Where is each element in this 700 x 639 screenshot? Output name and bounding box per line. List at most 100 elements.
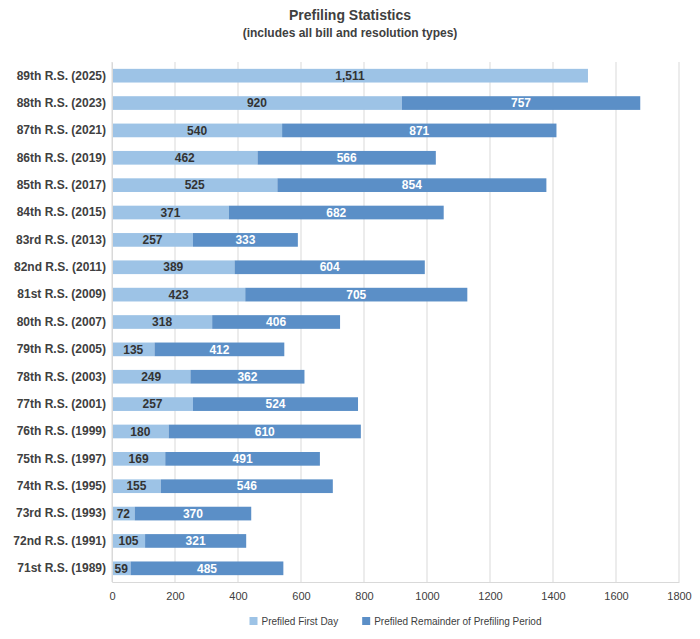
bar (112, 96, 402, 110)
bar (112, 178, 277, 192)
x-axis-line (113, 582, 680, 583)
data-label: 462 (175, 151, 195, 165)
bar (112, 561, 131, 575)
data-label: 249 (141, 370, 161, 384)
bar (193, 397, 358, 411)
bar (235, 260, 425, 274)
legend-swatch (362, 617, 370, 625)
data-label: 169 (129, 452, 149, 466)
data-label: 371 (160, 206, 180, 220)
y-tick-label: 89th R.S. (2025) (17, 69, 106, 83)
data-label: 321 (186, 534, 206, 548)
bar (112, 69, 588, 83)
data-label: 423 (169, 288, 189, 302)
legend-label: Prefiled First Day (262, 616, 339, 627)
y-tick: 74th R.S. (1995) (17, 479, 112, 493)
bar (112, 288, 245, 302)
y-tick: 72nd R.S. (1991) (13, 534, 112, 548)
bar (112, 315, 212, 329)
data-labels: 1,51192054046252537125738942331813524925… (115, 69, 532, 576)
y-tick-label: 85th R.S. (2017) (17, 178, 106, 192)
x-tick-label: 400 (229, 590, 247, 602)
x-tick-label: 200 (166, 590, 184, 602)
data-label: 155 (126, 479, 146, 493)
data-label: 318 (152, 315, 172, 329)
data-label: 370 (183, 507, 203, 521)
bar (282, 124, 556, 138)
x-tick: 1400 (541, 582, 565, 602)
bar (112, 151, 258, 165)
x-tick-label: 800 (355, 590, 373, 602)
y-axis: 89th R.S. (2025) 88th R.S. (2023) 87th R.S… (13, 63, 112, 583)
data-label: 920 (247, 96, 267, 110)
data-label: 525 (185, 178, 205, 192)
y-tick: 87th R.S. (2021) (17, 123, 112, 137)
y-tick-label: 72nd R.S. (1991) (13, 534, 106, 548)
y-tick: 89th R.S. (2025) (17, 69, 112, 83)
y-tick-label: 79th R.S. (2005) (17, 342, 106, 356)
data-label: 257 (142, 397, 162, 411)
bar (112, 507, 135, 521)
y-tick-label: 88th R.S. (2023) (17, 96, 106, 110)
x-tick-label: 1400 (541, 590, 565, 602)
y-tick-label: 78th R.S. (2003) (17, 370, 106, 384)
x-axis: 020040060080010001200140016001800 (109, 582, 691, 602)
x-tick-label: 0 (109, 590, 115, 602)
bar (112, 233, 193, 247)
legend-label: Prefiled Remainder of Prefiling Period (374, 616, 541, 627)
chart: Prefiling Statistics(includes all bill a… (0, 0, 700, 639)
y-tick: 81st R.S. (2009) (17, 287, 112, 301)
title: Prefiling Statistics (289, 7, 411, 23)
bar (161, 479, 333, 493)
data-label: 412 (209, 343, 229, 357)
y-tick-label: 76th R.S. (1999) (17, 424, 106, 438)
y-tick-label: 74th R.S. (1995) (17, 479, 106, 493)
y-tick-label: 84th R.S. (2015) (17, 205, 106, 219)
data-label: 59 (115, 562, 129, 576)
y-tick-label: 86th R.S. (2019) (17, 151, 106, 165)
bar (112, 370, 190, 384)
bar (258, 151, 436, 165)
data-label: 180 (130, 425, 150, 439)
y-tick: 79th R.S. (2005) (17, 342, 112, 356)
x-tick: 1600 (604, 582, 628, 602)
x-tick: 800 (355, 582, 373, 602)
x-tick: 0 (109, 582, 115, 602)
data-label: 757 (511, 96, 531, 110)
legend-item: Prefiled First Day (250, 616, 339, 627)
bar (190, 370, 304, 384)
x-tick-label: 600 (292, 590, 310, 602)
y-tick-label: 82nd R.S. (2011) (14, 260, 106, 274)
bar (112, 452, 165, 466)
x-tick: 400 (229, 582, 247, 602)
data-label: 540 (187, 124, 207, 138)
y-tick: 84th R.S. (2015) (17, 205, 112, 219)
bar (112, 260, 235, 274)
data-label: 257 (142, 233, 162, 247)
x-tick: 1200 (478, 582, 502, 602)
bar (165, 452, 320, 466)
y-tick: 76th R.S. (1999) (17, 424, 112, 438)
y-tick: 82nd R.S. (2011) (14, 260, 112, 274)
y-tick: 86th R.S. (2019) (17, 151, 112, 165)
y-tick-label: 87th R.S. (2021) (17, 123, 106, 137)
bar (193, 233, 298, 247)
data-label: 362 (237, 370, 257, 384)
data-label: 485 (197, 562, 217, 576)
y-tick-label: 80th R.S. (2007) (17, 315, 106, 329)
bar (112, 479, 161, 493)
legend-item: Prefiled Remainder of Prefiling Period (362, 616, 541, 627)
data-label: 854 (402, 178, 422, 192)
bar (112, 124, 282, 138)
x-tick: 600 (292, 582, 310, 602)
data-label: 1,511 (335, 69, 365, 83)
y-tick: 83rd R.S. (2013) (16, 233, 112, 247)
bar (145, 534, 246, 548)
bar (245, 288, 467, 302)
y-tick: 88th R.S. (2023) (17, 96, 112, 110)
data-label: 871 (409, 124, 429, 138)
bar (135, 507, 252, 521)
data-label: 524 (265, 397, 285, 411)
x-tick: 1000 (415, 582, 439, 602)
data-label: 406 (266, 315, 286, 329)
